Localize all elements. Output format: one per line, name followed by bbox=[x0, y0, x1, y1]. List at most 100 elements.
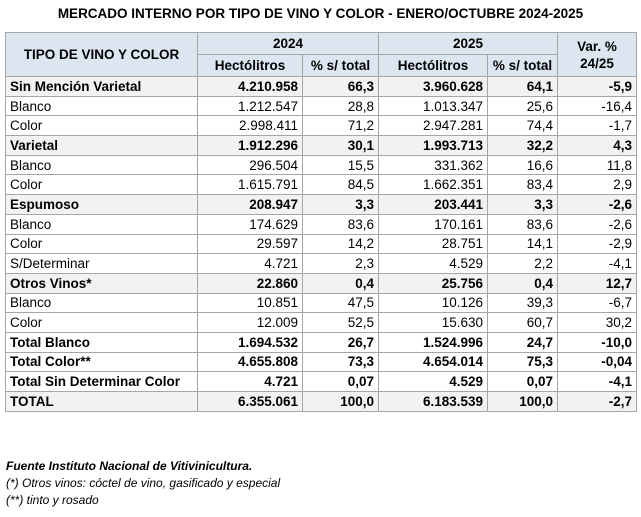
header-cell: Hectólitros bbox=[378, 54, 489, 77]
cell: 84,5 bbox=[301, 174, 380, 196]
cell: 1.013.347 bbox=[378, 95, 489, 117]
row-label: S/Determinar bbox=[5, 253, 198, 274]
cell: 30,2 bbox=[557, 312, 638, 333]
cell: 75,3 bbox=[487, 351, 559, 373]
cell: 3,3 bbox=[301, 194, 380, 215]
cell: 1.662.351 bbox=[378, 174, 489, 196]
table-row: TOTAL 6.355.061 100,0 6.183.539 100,0 -2,7 bbox=[5, 391, 638, 412]
cell: 25.756 bbox=[378, 272, 489, 294]
row-label: TOTAL bbox=[5, 391, 198, 412]
table-row: Espumoso 208.947 3,3 203.441 3,3 -2,6 bbox=[5, 194, 638, 215]
row-label: Sin Mención Varietal bbox=[5, 76, 198, 97]
cell: 2,2 bbox=[487, 253, 559, 274]
row-label: Varietal bbox=[5, 135, 198, 156]
table-row: Sin Mención Varietal 4.210.958 66,3 3.960.6… bbox=[5, 76, 638, 97]
cell: 74,4 bbox=[487, 115, 559, 137]
cell: 4.210.958 bbox=[197, 76, 303, 97]
row-label: Color bbox=[5, 115, 198, 137]
cell: 174.629 bbox=[197, 213, 303, 235]
cell: 100,0 bbox=[301, 391, 380, 412]
cell: -1,7 bbox=[557, 115, 638, 137]
cell: 4.721 bbox=[197, 253, 303, 274]
table-row: Color 12.009 52,5 15.630 60,7 30,2 bbox=[5, 312, 638, 333]
cell: 0,4 bbox=[301, 272, 380, 294]
cell: 52,5 bbox=[301, 312, 380, 333]
cell: 25,6 bbox=[487, 95, 559, 117]
cell: 28.751 bbox=[378, 233, 489, 255]
cell: -2,6 bbox=[557, 213, 638, 235]
row-label: Color bbox=[5, 174, 198, 196]
cell: 29.597 bbox=[197, 233, 303, 255]
cell: 73,3 bbox=[301, 351, 380, 373]
header-cell: Var. % 24/25 bbox=[557, 32, 638, 77]
cell: 1.524.996 bbox=[378, 331, 489, 353]
cell: 170.161 bbox=[378, 213, 489, 235]
table-row: Otros Vinos* 22.860 0,4 25.756 0,4 12,7 bbox=[5, 272, 638, 294]
cell: 1.912.296 bbox=[197, 135, 303, 156]
cell: 12.009 bbox=[197, 312, 303, 333]
cell: 1.694.532 bbox=[197, 331, 303, 353]
cell: 3,3 bbox=[487, 194, 559, 215]
cell: 83,6 bbox=[301, 213, 380, 235]
table-row: Blanco 10.851 47,5 10.126 39,3 -6,7 bbox=[5, 292, 638, 314]
table-row: Total Blanco 1.694.532 26,7 1.524.996 24,7 -1… bbox=[5, 331, 638, 353]
cell: -4,1 bbox=[557, 371, 638, 392]
cell: 30,1 bbox=[301, 135, 380, 156]
cell: 22.860 bbox=[197, 272, 303, 294]
cell: 60,7 bbox=[487, 312, 559, 333]
cell: 0,07 bbox=[487, 371, 559, 392]
cell: 11,8 bbox=[557, 154, 638, 176]
cell: 26,7 bbox=[301, 331, 380, 353]
notes: Fuente Instituto Nacional de Vitivinicul… bbox=[6, 458, 280, 509]
cell: 64,1 bbox=[487, 76, 559, 97]
cell: 39,3 bbox=[487, 292, 559, 314]
cell: -10,0 bbox=[557, 331, 638, 353]
cell: 2,3 bbox=[301, 253, 380, 274]
table-row: Varietal 1.912.296 30,1 1.993.713 32,2 4,3 bbox=[5, 135, 638, 156]
cell: 4.655.808 bbox=[197, 351, 303, 373]
cell: 16,6 bbox=[487, 154, 559, 176]
table-row: Blanco 296.504 15,5 331.362 16,6 11,8 bbox=[5, 154, 638, 176]
header-cell: 2024 bbox=[196, 32, 380, 55]
cell: 4.529 bbox=[378, 371, 489, 392]
row-label: Color bbox=[5, 312, 198, 333]
cell: 0,4 bbox=[487, 272, 559, 294]
cell: 331.362 bbox=[378, 154, 489, 176]
cell: -2,7 bbox=[557, 391, 638, 412]
cell: 1.212.547 bbox=[197, 95, 303, 117]
row-label: Blanco bbox=[5, 292, 198, 314]
header-cell: TIPO DE VINO Y COLOR bbox=[5, 32, 198, 77]
cell: -2,6 bbox=[557, 194, 638, 215]
cell: 12,7 bbox=[557, 272, 638, 294]
row-label: Blanco bbox=[5, 95, 198, 117]
cell: 3.960.628 bbox=[378, 76, 489, 97]
cell: 15.630 bbox=[378, 312, 489, 333]
header-cell: % s/ total bbox=[301, 54, 380, 77]
cell: 15,5 bbox=[301, 154, 380, 176]
title: MERCADO INTERNO POR TIPO DE VINO Y COLOR… bbox=[57, 6, 584, 21]
cell: 2,9 bbox=[557, 174, 638, 196]
cell: 100,0 bbox=[487, 391, 559, 412]
row-label: Blanco bbox=[5, 213, 198, 235]
cell: -2,9 bbox=[557, 233, 638, 255]
cell: 4.529 bbox=[378, 253, 489, 274]
cell: 24,7 bbox=[487, 331, 559, 353]
cell: 14,1 bbox=[487, 233, 559, 255]
cell: 47,5 bbox=[301, 292, 380, 314]
cell: -0,04 bbox=[557, 351, 638, 373]
wine-table: TIPO DE VINO Y COLOR 2024 2025 Var. % 24… bbox=[5, 32, 638, 412]
cell: -5,9 bbox=[557, 76, 638, 97]
cell: 6.183.539 bbox=[378, 391, 489, 412]
cell: 10.126 bbox=[378, 292, 489, 314]
cell: 10.851 bbox=[197, 292, 303, 314]
table-row: Color 29.597 14,2 28.751 14,1 -2,9 bbox=[5, 233, 638, 255]
cell: 71,2 bbox=[301, 115, 380, 137]
cell: 1.993.713 bbox=[378, 135, 489, 156]
cell: 1.615.791 bbox=[197, 174, 303, 196]
footnote: (**) tinto y rosado bbox=[6, 493, 99, 507]
cell: 208.947 bbox=[197, 194, 303, 215]
cell: 4,3 bbox=[557, 135, 638, 156]
cell: 2.947.281 bbox=[378, 115, 489, 137]
cell: 66,3 bbox=[301, 76, 380, 97]
